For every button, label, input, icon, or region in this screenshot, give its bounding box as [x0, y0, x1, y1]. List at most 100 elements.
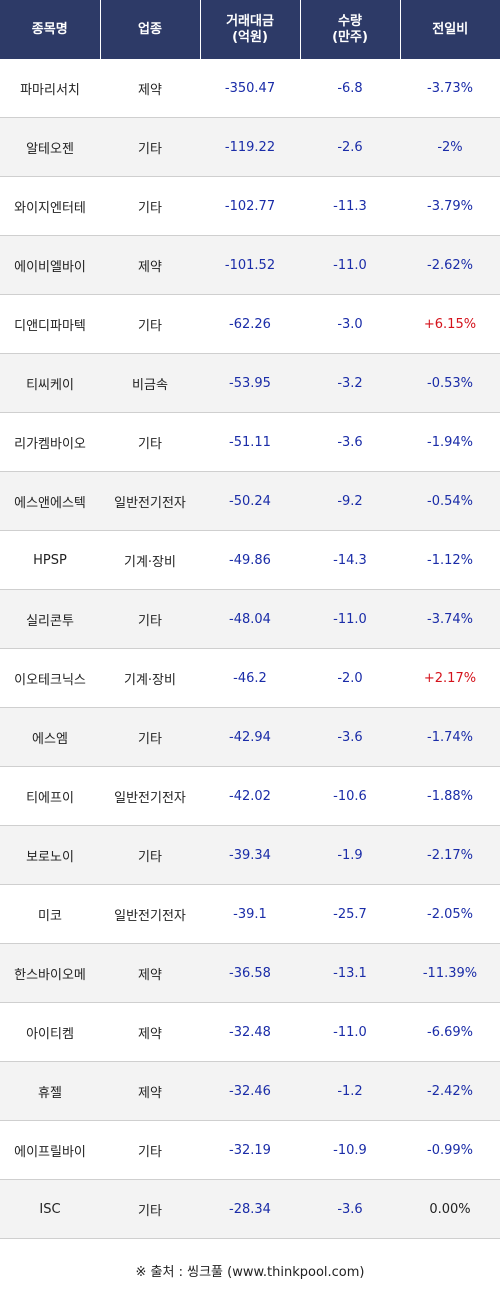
qty-cell: -11.3	[300, 176, 400, 236]
change-cell: -1.74%	[400, 707, 500, 767]
table-row: HPSP 기계·장비 -49.86 -14.3 -1.12%	[0, 530, 500, 590]
table-row: 에이프릴바이 기타 -32.19 -10.9 -0.99%	[0, 1120, 500, 1180]
stock-name-cell: 아이티켐	[0, 1002, 100, 1062]
sector-cell: 일반전기전자	[100, 884, 200, 944]
table-row: 보로노이 기타 -39.34 -1.9 -2.17%	[0, 825, 500, 885]
sector-cell: 제약	[100, 943, 200, 1003]
source-note: ※ 출처 : 씽크풀 (www.thinkpool.com)	[135, 1265, 365, 1280]
stock-name-cell: 에스앤에스텍	[0, 471, 100, 531]
qty-cell: -13.1	[300, 943, 400, 1003]
stock-table: 종목명 업종 거래대금 (억원) 수량 (만주) 전일비 파마리서치 제약 -350.4…	[0, 0, 500, 1239]
table-row: 실리콘투 기타 -48.04 -11.0 -3.74%	[0, 589, 500, 649]
qty-cell: -3.6	[300, 1179, 400, 1239]
qty-cell: -25.7	[300, 884, 400, 944]
sector-cell: 일반전기전자	[100, 766, 200, 826]
amount-cell: -32.19	[200, 1120, 300, 1180]
sector-cell: 기타	[100, 825, 200, 885]
table-row: 티씨케이 비금속 -53.95 -3.2 -0.53%	[0, 353, 500, 413]
change-cell: -2.17%	[400, 825, 500, 885]
amount-cell: -101.52	[200, 235, 300, 295]
stock-name-cell: 디앤디파마텍	[0, 294, 100, 354]
stock-name-cell: 한스바이오메	[0, 943, 100, 1003]
change-cell: -0.54%	[400, 471, 500, 531]
amount-cell: -119.22	[200, 117, 300, 177]
amount-cell: -50.24	[200, 471, 300, 531]
table-row: ISC 기타 -28.34 -3.6 0.00%	[0, 1179, 500, 1239]
qty-cell: -1.9	[300, 825, 400, 885]
header-name: 종목명	[0, 0, 101, 59]
qty-cell: -11.0	[300, 589, 400, 649]
table-row: 리가켐바이오 기타 -51.11 -3.6 -1.94%	[0, 412, 500, 472]
qty-cell: -3.0	[300, 294, 400, 354]
table-row: 한스바이오메 제약 -36.58 -13.1 -11.39%	[0, 943, 500, 1003]
sector-cell: 일반전기전자	[100, 471, 200, 531]
amount-cell: -32.48	[200, 1002, 300, 1062]
change-cell: -1.12%	[400, 530, 500, 590]
change-cell: -0.99%	[400, 1120, 500, 1180]
sector-cell: 기계·장비	[100, 648, 200, 708]
change-cell: -2%	[400, 117, 500, 177]
amount-cell: -49.86	[200, 530, 300, 590]
qty-cell: -2.6	[300, 117, 400, 177]
stock-name-cell: 와이지엔터테	[0, 176, 100, 236]
sector-cell: 제약	[100, 1061, 200, 1121]
table-row: 아이티켐 제약 -32.48 -11.0 -6.69%	[0, 1002, 500, 1062]
change-cell: -3.73%	[400, 59, 500, 118]
change-cell: +2.17%	[400, 648, 500, 708]
change-cell: -1.94%	[400, 412, 500, 472]
change-cell: -1.88%	[400, 766, 500, 826]
sector-cell: 제약	[100, 59, 200, 118]
qty-cell: -10.6	[300, 766, 400, 826]
table-row: 에이비엘바이 제약 -101.52 -11.0 -2.62%	[0, 235, 500, 295]
amount-cell: -28.34	[200, 1179, 300, 1239]
qty-cell: -3.6	[300, 707, 400, 767]
qty-cell: -3.2	[300, 353, 400, 413]
amount-cell: -36.58	[200, 943, 300, 1003]
change-cell: -0.53%	[400, 353, 500, 413]
header-amount: 거래대금 (억원)	[199, 0, 301, 59]
sector-cell: 기계·장비	[100, 530, 200, 590]
header-change: 전일비	[399, 0, 500, 59]
sector-cell: 기타	[100, 1179, 200, 1239]
change-cell: -2.42%	[400, 1061, 500, 1121]
table-row: 에스엠 기타 -42.94 -3.6 -1.74%	[0, 707, 500, 767]
stock-name-cell: 이오테크닉스	[0, 648, 100, 708]
amount-cell: -102.77	[200, 176, 300, 236]
table-row: 파마리서치 제약 -350.47 -6.8 -3.73%	[0, 59, 500, 118]
sector-cell: 제약	[100, 1002, 200, 1062]
change-cell: -2.05%	[400, 884, 500, 944]
amount-cell: -46.2	[200, 648, 300, 708]
table-row: 와이지엔터테 기타 -102.77 -11.3 -3.79%	[0, 176, 500, 236]
stock-name-cell: 실리콘투	[0, 589, 100, 649]
amount-cell: -39.34	[200, 825, 300, 885]
qty-cell: -3.6	[300, 412, 400, 472]
qty-cell: -9.2	[300, 471, 400, 531]
stock-name-cell: 알테오젠	[0, 117, 100, 177]
stock-name-cell: ISC	[0, 1179, 100, 1239]
table-row: 이오테크닉스 기계·장비 -46.2 -2.0 +2.17%	[0, 648, 500, 708]
table-row: 휴젤 제약 -32.46 -1.2 -2.42%	[0, 1061, 500, 1121]
sector-cell: 기타	[100, 707, 200, 767]
amount-cell: -48.04	[200, 589, 300, 649]
table-row: 디앤디파마텍 기타 -62.26 -3.0 +6.15%	[0, 294, 500, 354]
stock-name-cell: 에이프릴바이	[0, 1120, 100, 1180]
amount-cell: -53.95	[200, 353, 300, 413]
header-qty: 수량 (만주)	[299, 0, 401, 59]
stock-name-cell: 에이비엘바이	[0, 235, 100, 295]
sector-cell: 기타	[100, 117, 200, 177]
stock-name-cell: 휴젤	[0, 1061, 100, 1121]
amount-cell: -42.94	[200, 707, 300, 767]
qty-cell: -6.8	[300, 59, 400, 118]
change-cell: -3.74%	[400, 589, 500, 649]
sector-cell: 기타	[100, 589, 200, 649]
table-row: 알테오젠 기타 -119.22 -2.6 -2%	[0, 117, 500, 177]
stock-name-cell: 보로노이	[0, 825, 100, 885]
qty-cell: -14.3	[300, 530, 400, 590]
table-row: 티에프이 일반전기전자 -42.02 -10.6 -1.88%	[0, 766, 500, 826]
sector-cell: 기타	[100, 176, 200, 236]
stock-name-cell: 파마리서치	[0, 59, 100, 118]
change-cell: +6.15%	[400, 294, 500, 354]
table-row: 미코 일반전기전자 -39.1 -25.7 -2.05%	[0, 884, 500, 944]
change-cell: -11.39%	[400, 943, 500, 1003]
change-cell: 0.00%	[400, 1179, 500, 1239]
